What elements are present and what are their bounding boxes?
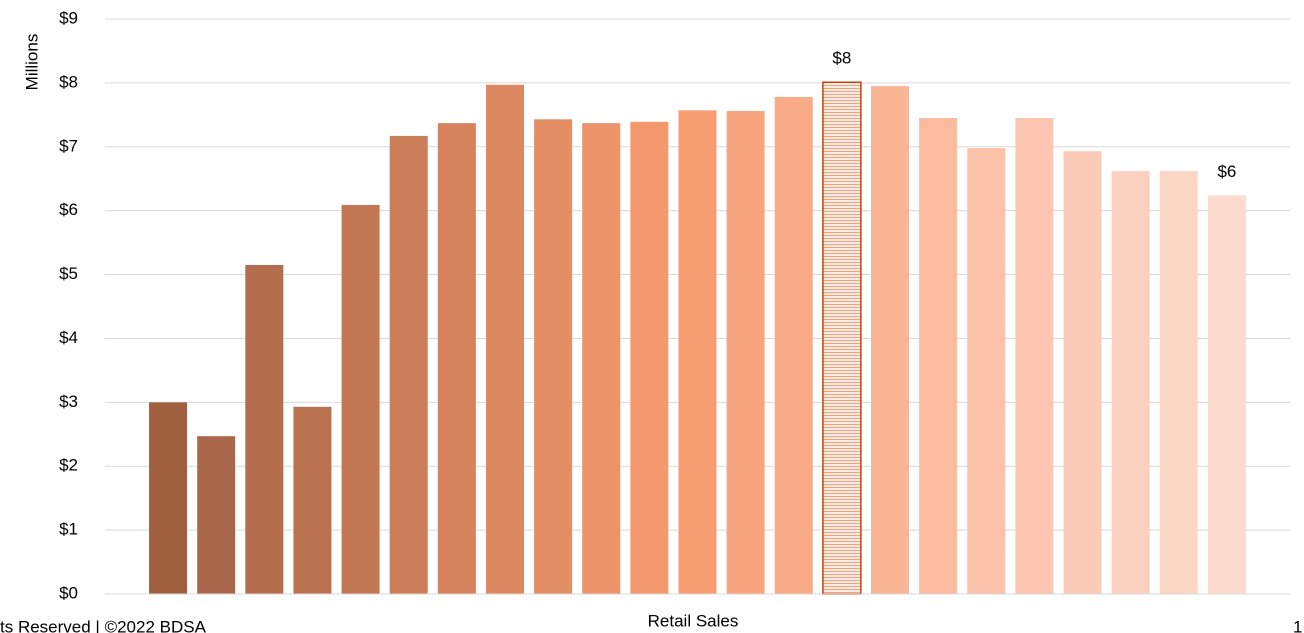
bar: [1111, 171, 1150, 595]
y-tick-label: $4: [59, 328, 78, 347]
y-tick-label: $0: [59, 583, 78, 602]
bar: [967, 148, 1006, 595]
bar: [293, 406, 332, 594]
x-axis-label: Retail Sales: [648, 611, 739, 630]
bar: [630, 121, 669, 594]
data-label: $6: [1217, 162, 1236, 181]
bar: [245, 264, 284, 594]
bar: [197, 436, 236, 594]
bar: [437, 123, 476, 594]
bar: [1015, 118, 1054, 595]
bar: [485, 84, 524, 595]
y-tick-label: $2: [59, 456, 78, 475]
bar: [582, 123, 621, 594]
y-tick-label: $1: [59, 520, 78, 539]
bar: [1207, 195, 1246, 595]
bar: [871, 86, 910, 594]
y-axis-label: Millions: [22, 34, 41, 91]
footer-left: ts Reserved | ©2022 BDSA: [0, 617, 207, 633]
bar: [678, 110, 717, 594]
bar: [341, 204, 380, 594]
footer-right: 1: [1293, 617, 1302, 633]
bar: [149, 402, 188, 594]
bar: [1159, 171, 1198, 595]
bar: [774, 96, 813, 594]
y-tick-label: $7: [59, 136, 78, 155]
bar: [389, 135, 428, 594]
y-tick-label: $6: [59, 200, 78, 219]
bar: [1063, 151, 1102, 594]
data-label: $8: [832, 49, 851, 68]
y-tick-label: $9: [59, 8, 78, 27]
y-tick-label: $3: [59, 392, 78, 411]
bar: [726, 111, 765, 594]
y-tick-label: $5: [59, 264, 78, 283]
bar: [534, 119, 573, 595]
bar: [919, 118, 958, 595]
y-tick-label: $8: [59, 72, 78, 91]
highlighted-bar: [822, 81, 862, 595]
